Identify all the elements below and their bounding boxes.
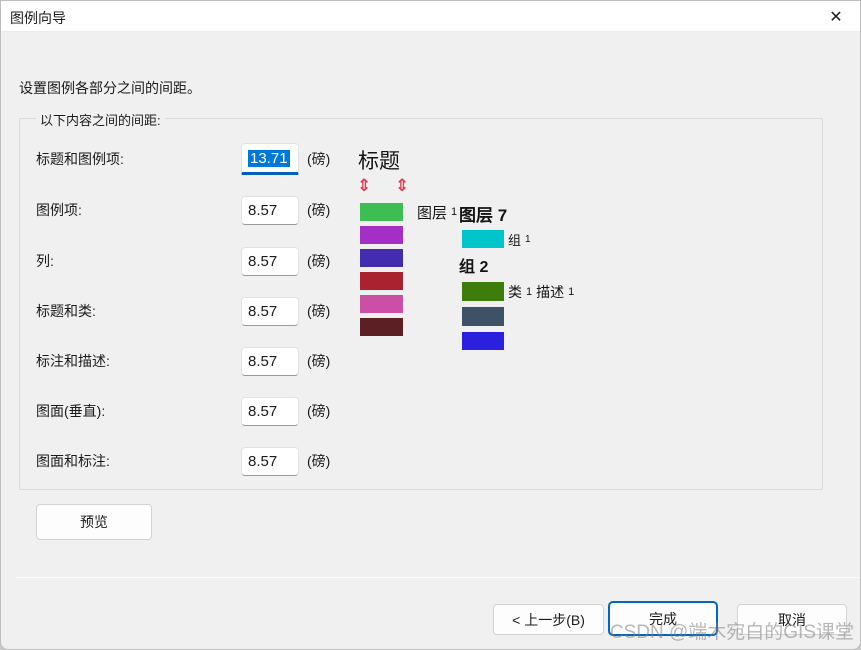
legend-swatch (360, 249, 403, 267)
legend-swatch (462, 282, 504, 301)
field-label: 标题和图例项: (36, 151, 124, 167)
close-icon[interactable]: ✕ (829, 9, 843, 26)
field-label: 图例项: (36, 202, 82, 218)
patches-vertical-spacing-input[interactable]: 8.57 (241, 396, 299, 426)
unit-label: (磅) (307, 253, 331, 269)
back-button[interactable]: < 上一步(B) (493, 604, 604, 635)
legend-swatch (360, 226, 403, 244)
window-title: 图例向导 (10, 10, 66, 26)
input-value: 8.57 (248, 201, 278, 219)
input-value: 8.57 (248, 402, 278, 420)
layer-text: 图层 (417, 204, 448, 222)
title-items-spacing-input[interactable]: 13.71 (241, 143, 299, 175)
input-value: 8.57 (248, 252, 278, 270)
layer-number: 1 (451, 206, 458, 218)
class1-label: 类 1 描述 1 (508, 282, 574, 301)
finish-button[interactable]: 完成 (608, 601, 718, 636)
input-value: 8.57 (248, 352, 278, 370)
field-label: 标题和类: (36, 303, 96, 319)
input-value: 8.57 (248, 302, 278, 320)
class-number: 1 (526, 285, 533, 298)
footer-divider (16, 577, 860, 578)
legend-items-spacing-input[interactable]: 8.57 (241, 195, 299, 225)
form-row: 图面(垂直): 8.57 (磅) (36, 396, 330, 426)
selected-text: 13.71 (248, 149, 290, 167)
patches-labels-spacing-input[interactable]: 8.57 (241, 446, 299, 476)
cancel-button[interactable]: 取消 (737, 604, 847, 635)
group1-label: 组 1 (508, 230, 531, 248)
unit-label: (磅) (307, 202, 331, 218)
group2-title: 组 2 (459, 259, 489, 276)
unit-label: (磅) (307, 151, 331, 167)
columns-spacing-input[interactable]: 8.57 (241, 246, 299, 276)
layer1-label: 图层 1 (417, 203, 458, 222)
legend-swatch (462, 307, 504, 326)
form-row: 图面和标注: 8.57 (磅) (36, 446, 330, 476)
groupbox-label: 以下内容之间的间距: (36, 110, 165, 129)
input-value: 8.57 (248, 452, 278, 470)
group-text: 组 (508, 232, 522, 248)
legend-swatch (360, 295, 403, 313)
field-label: 图面(垂直): (36, 403, 106, 419)
unit-label: (磅) (307, 453, 331, 469)
labels-descriptions-spacing-input[interactable]: 8.57 (241, 346, 299, 376)
field-label: 标注和描述: (36, 353, 110, 369)
legend-swatch (462, 332, 504, 350)
form-row: 标题和图例项: 13.71 (磅) (36, 143, 331, 175)
field-label: 列: (36, 253, 54, 269)
instruction-text: 设置图例各部分之间的间距。 (19, 80, 201, 96)
form-row: 标题和类: 8.57 (磅) (36, 296, 330, 326)
layer7-title: 图层 7 (459, 206, 508, 225)
spacing-groupbox: 以下内容之间的间距: (19, 110, 823, 490)
spacing-arrow-icon: ⇕ (357, 176, 372, 195)
legend-swatch (462, 230, 504, 248)
legend-swatch (360, 203, 403, 221)
spacing-arrow-icon: ⇕ (395, 176, 410, 195)
preview-legend-title: 标题 (358, 150, 400, 173)
unit-label: (磅) (307, 353, 331, 369)
desc-number: 1 (568, 285, 575, 298)
legend-swatch (360, 272, 403, 290)
group-number: 1 (525, 233, 531, 245)
class-text: 类 (508, 283, 522, 300)
form-row: 标注和描述: 8.57 (磅) (36, 346, 330, 376)
unit-label: (磅) (307, 403, 331, 419)
unit-label: (磅) (307, 303, 331, 319)
form-row: 列: 8.57 (磅) (36, 246, 330, 276)
desc-text: 描述 (536, 283, 565, 300)
titlebar: 图例向导 ✕ (1, 1, 860, 32)
form-row: 图例项: 8.57 (磅) (36, 195, 330, 225)
preview-button[interactable]: 预览 (36, 504, 152, 540)
legend-swatch (360, 318, 403, 336)
heading-classes-spacing-input[interactable]: 8.57 (241, 296, 299, 326)
field-label: 图面和标注: (36, 453, 110, 469)
